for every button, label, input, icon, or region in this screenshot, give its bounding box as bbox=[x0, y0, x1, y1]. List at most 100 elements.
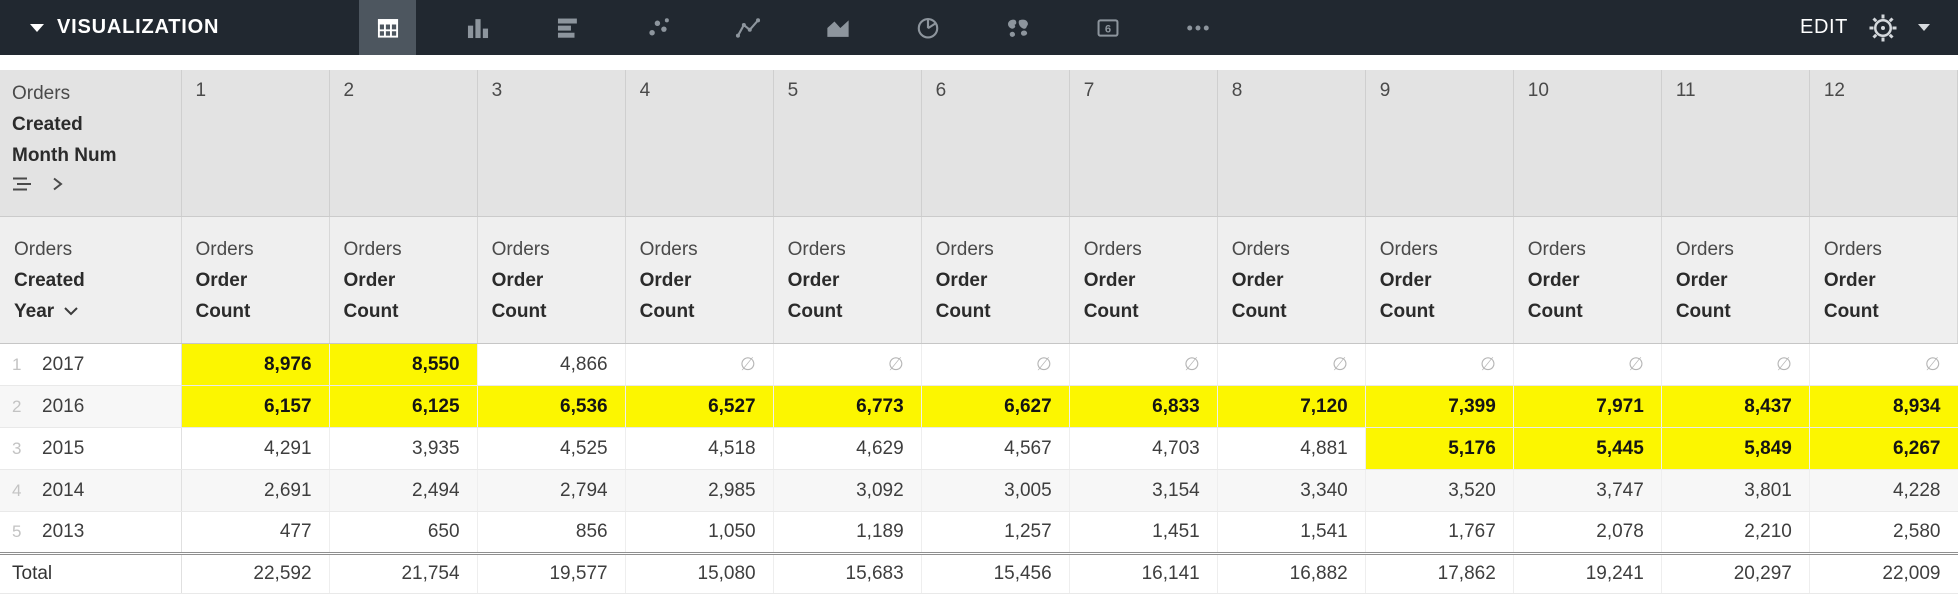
data-cell[interactable]: 7,399 bbox=[1364, 385, 1514, 428]
measure-header[interactable]: Orders Order Count bbox=[1661, 216, 1810, 344]
data-cell[interactable]: 3,154 bbox=[1068, 469, 1218, 512]
data-cell[interactable]: 1,451 bbox=[1068, 511, 1218, 554]
row-label-cell[interactable]: 1 2017 bbox=[0, 343, 182, 386]
data-cell[interactable]: 650 bbox=[328, 511, 478, 554]
data-cell[interactable]: 2,580 bbox=[1808, 511, 1958, 554]
data-cell[interactable]: 6,267 bbox=[1808, 427, 1958, 470]
subtotals-icon[interactable] bbox=[12, 176, 34, 192]
data-cell[interactable]: 3,005 bbox=[920, 469, 1070, 512]
data-cell[interactable]: 7,120 bbox=[1216, 385, 1366, 428]
pie-chart-button[interactable] bbox=[899, 0, 956, 55]
data-cell[interactable]: 4,518 bbox=[624, 427, 774, 470]
data-cell[interactable]: 4,703 bbox=[1068, 427, 1218, 470]
data-cell[interactable]: ∅ bbox=[1808, 343, 1958, 386]
data-cell[interactable]: 7,971 bbox=[1512, 385, 1662, 428]
measure-header[interactable]: Orders Order Count bbox=[773, 216, 922, 344]
data-cell[interactable]: 3,801 bbox=[1660, 469, 1810, 512]
data-cell[interactable]: 5,849 bbox=[1660, 427, 1810, 470]
bar-chart-button[interactable] bbox=[539, 0, 596, 55]
data-cell[interactable]: 6,773 bbox=[772, 385, 922, 428]
data-cell[interactable]: 856 bbox=[476, 511, 626, 554]
data-cell[interactable]: 4,866 bbox=[476, 343, 626, 386]
data-cell[interactable]: ∅ bbox=[920, 343, 1070, 386]
data-cell[interactable]: 6,157 bbox=[180, 385, 330, 428]
total-cell[interactable]: 19,577 bbox=[476, 552, 626, 594]
data-cell[interactable]: 8,437 bbox=[1660, 385, 1810, 428]
data-cell[interactable]: ∅ bbox=[624, 343, 774, 386]
measure-header[interactable]: Orders Order Count bbox=[625, 216, 774, 344]
data-cell[interactable]: 1,767 bbox=[1364, 511, 1514, 554]
total-cell[interactable]: 22,009 bbox=[1808, 552, 1958, 594]
month-header[interactable]: 10 bbox=[1513, 70, 1662, 217]
month-header[interactable]: 4 bbox=[625, 70, 774, 217]
data-cell[interactable]: 2,691 bbox=[180, 469, 330, 512]
data-cell[interactable]: 2,210 bbox=[1660, 511, 1810, 554]
total-cell[interactable]: 15,456 bbox=[920, 552, 1070, 594]
data-cell[interactable]: 4,881 bbox=[1216, 427, 1366, 470]
data-cell[interactable]: 8,976 bbox=[180, 343, 330, 386]
data-cell[interactable]: 3,520 bbox=[1364, 469, 1514, 512]
total-cell[interactable]: 21,754 bbox=[328, 552, 478, 594]
measure-header[interactable]: Orders Order Count bbox=[181, 216, 330, 344]
data-cell[interactable]: 4,228 bbox=[1808, 469, 1958, 512]
data-cell[interactable]: 8,934 bbox=[1808, 385, 1958, 428]
row-label-cell[interactable]: 3 2015 bbox=[0, 427, 182, 470]
month-header[interactable]: 7 bbox=[1069, 70, 1218, 217]
table-chart-button[interactable] bbox=[359, 0, 417, 55]
measure-header[interactable]: Orders Order Count bbox=[921, 216, 1070, 344]
data-cell[interactable]: 4,291 bbox=[180, 427, 330, 470]
data-cell[interactable]: 1,257 bbox=[920, 511, 1070, 554]
data-cell[interactable]: 3,340 bbox=[1216, 469, 1366, 512]
data-cell[interactable]: 3,092 bbox=[772, 469, 922, 512]
data-cell[interactable]: 3,747 bbox=[1512, 469, 1662, 512]
edit-button[interactable]: EDIT bbox=[1800, 16, 1848, 38]
row-label-cell[interactable]: 5 2013 bbox=[0, 511, 182, 554]
scatter-plot-button[interactable] bbox=[629, 0, 686, 55]
measure-header[interactable]: Orders Order Count bbox=[1069, 216, 1218, 344]
month-header[interactable]: 6 bbox=[921, 70, 1070, 217]
data-cell[interactable]: ∅ bbox=[772, 343, 922, 386]
data-cell[interactable]: 8,550 bbox=[328, 343, 478, 386]
data-cell[interactable]: ∅ bbox=[1068, 343, 1218, 386]
measure-header[interactable]: Orders Order Count bbox=[329, 216, 478, 344]
map-chart-button[interactable] bbox=[989, 0, 1046, 55]
data-cell[interactable]: 4,525 bbox=[476, 427, 626, 470]
data-cell[interactable]: 4,567 bbox=[920, 427, 1070, 470]
data-cell[interactable]: ∅ bbox=[1660, 343, 1810, 386]
column-chart-button[interactable] bbox=[449, 0, 506, 55]
data-cell[interactable]: 6,627 bbox=[920, 385, 1070, 428]
total-cell[interactable]: 20,297 bbox=[1660, 552, 1810, 594]
data-cell[interactable]: 2,794 bbox=[476, 469, 626, 512]
total-cell[interactable]: 16,141 bbox=[1068, 552, 1218, 594]
line-chart-button[interactable] bbox=[719, 0, 776, 55]
data-cell[interactable]: 6,833 bbox=[1068, 385, 1218, 428]
settings-gear-button[interactable] bbox=[1868, 13, 1898, 43]
data-cell[interactable]: ∅ bbox=[1512, 343, 1662, 386]
visualization-collapse-control[interactable]: VISUALIZATION bbox=[30, 16, 219, 39]
month-header[interactable]: 12 bbox=[1809, 70, 1958, 217]
data-cell[interactable]: 5,176 bbox=[1364, 427, 1514, 470]
month-header[interactable]: 3 bbox=[477, 70, 626, 217]
total-cell[interactable]: 15,683 bbox=[772, 552, 922, 594]
month-header[interactable]: 1 bbox=[181, 70, 330, 217]
row-label-cell[interactable]: 4 2014 bbox=[0, 469, 182, 512]
single-value-button[interactable]: 6 bbox=[1079, 0, 1136, 55]
pivot-field-header[interactable]: Orders Created Month Num bbox=[0, 70, 182, 217]
total-cell[interactable]: 22,592 bbox=[180, 552, 330, 594]
data-cell[interactable]: 1,189 bbox=[772, 511, 922, 554]
measure-header[interactable]: Orders Order Count bbox=[1365, 216, 1514, 344]
total-cell[interactable]: 17,862 bbox=[1364, 552, 1514, 594]
data-cell[interactable]: 6,527 bbox=[624, 385, 774, 428]
total-cell[interactable]: 15,080 bbox=[624, 552, 774, 594]
row-label-cell[interactable]: 2 2016 bbox=[0, 385, 182, 428]
data-cell[interactable]: 1,541 bbox=[1216, 511, 1366, 554]
month-header[interactable]: 5 bbox=[773, 70, 922, 217]
measure-header[interactable]: Orders Order Count bbox=[1217, 216, 1366, 344]
month-header[interactable]: 2 bbox=[329, 70, 478, 217]
data-cell[interactable]: 6,536 bbox=[476, 385, 626, 428]
measure-header[interactable]: Orders Order Count bbox=[1513, 216, 1662, 344]
measure-header[interactable]: Orders Order Count bbox=[477, 216, 626, 344]
data-cell[interactable]: 4,629 bbox=[772, 427, 922, 470]
total-cell[interactable]: 16,882 bbox=[1216, 552, 1366, 594]
data-cell[interactable]: 1,050 bbox=[624, 511, 774, 554]
